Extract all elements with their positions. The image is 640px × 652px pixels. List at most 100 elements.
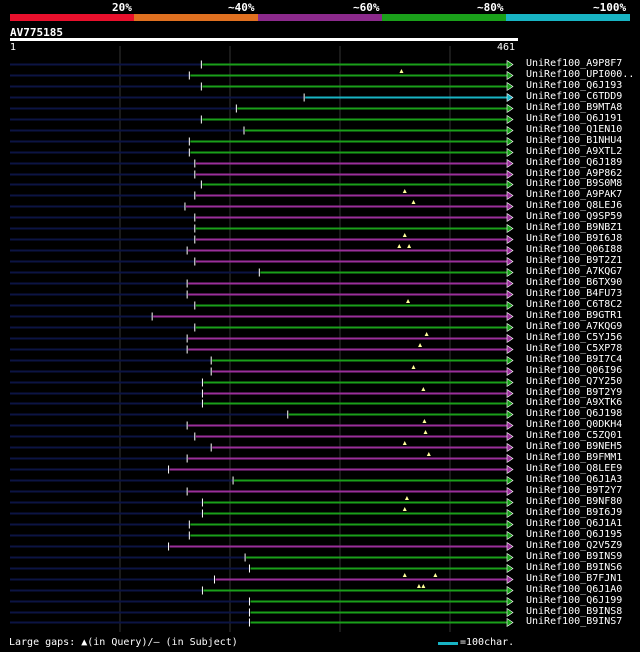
hit-end-arrow-icon (506, 70, 514, 81)
hit-label-link[interactable]: UniRef100_A9XTL2 (526, 146, 623, 157)
hit-label-link[interactable]: UniRef100_C5ZQ01 (526, 430, 623, 441)
hit-label-link[interactable]: UniRef100_Q8LEJ6 (526, 200, 623, 211)
hit-end-arrow-icon (506, 475, 514, 486)
query-gap-marker-icon (426, 452, 431, 456)
hit-label-link[interactable]: UniRef100_C6TDD9 (526, 91, 623, 102)
query-gap-marker-icon (406, 299, 411, 303)
hit-label-link[interactable]: UniRef100_A9PAK7 (526, 189, 623, 200)
hit-label-link[interactable]: UniRef100_B1NHU4 (526, 135, 623, 146)
hit-label-link[interactable]: UniRef100_Q6J198 (526, 408, 623, 419)
hit-end-arrow-icon (506, 267, 514, 278)
hit-end-arrow-icon (506, 596, 514, 607)
hit-end-arrow-icon (506, 344, 514, 355)
query-gap-marker-icon (397, 244, 402, 248)
query-gap-marker-icon (421, 387, 426, 391)
hit-end-arrow-icon (506, 617, 514, 628)
legend-percent-label: ~40% (228, 1, 255, 14)
hit-end-arrow-icon (506, 190, 514, 201)
hit-end-arrow-icon (506, 420, 514, 431)
hit-end-arrow-icon (506, 607, 514, 618)
hit-label-link[interactable]: UniRef100_B9T2Z1 (526, 255, 623, 266)
hit-label-link[interactable]: UniRef100_Q2V5Z9 (526, 540, 623, 551)
hit-label-link[interactable]: UniRef100_C5YJ56 (526, 332, 623, 343)
hit-end-arrow-icon (506, 81, 514, 92)
hit-label-link[interactable]: UniRef100_Q1EN10 (526, 124, 623, 135)
hit-label-link[interactable]: UniRef100_B9INS8 (526, 606, 623, 617)
query-gap-marker-icon (421, 584, 426, 588)
query-ruler (10, 38, 518, 41)
hit-label-link[interactable]: UniRef100_B7FJN1 (526, 573, 623, 584)
query-accession: AV775185 (10, 26, 63, 39)
hit-label-link[interactable]: UniRef100_Q8LEE9 (526, 463, 623, 474)
hit-end-arrow-icon (506, 552, 514, 563)
hit-end-arrow-icon (506, 355, 514, 366)
hit-label-link[interactable]: UniRef100_B9INS9 (526, 551, 623, 562)
hit-end-arrow-icon (506, 497, 514, 508)
hit-end-arrow-icon (506, 453, 514, 464)
hit-label-link[interactable]: UniRef100_Q6J189 (526, 157, 623, 168)
hit-label-link[interactable]: UniRef100_A9XTK6 (526, 397, 623, 408)
hit-end-arrow-icon (506, 59, 514, 70)
hit-label-link[interactable]: UniRef100_Q7Y250 (526, 376, 623, 387)
hit-label-link[interactable]: UniRef100_Q06I88 (526, 244, 623, 255)
legend-percent-label: 20% (112, 1, 132, 14)
hit-end-arrow-icon (506, 398, 514, 409)
query-gap-marker-icon (402, 233, 407, 237)
query-gap-marker-icon (424, 332, 429, 336)
hit-label-link[interactable]: UniRef100_B9S0M8 (526, 178, 623, 189)
hit-label-link[interactable]: UniRef100_B9FMM1 (526, 452, 623, 463)
hit-label-link[interactable]: UniRef100_Q6J193 (526, 80, 623, 91)
query-gap-marker-icon (407, 244, 412, 248)
hit-label-link[interactable]: UniRef100_B9T2Y7 (526, 485, 623, 496)
hit-label-link[interactable]: UniRef100_B9I7C4 (526, 354, 623, 365)
hit-end-arrow-icon (506, 201, 514, 212)
hit-label-link[interactable]: UniRef100_B9INS7 (526, 616, 623, 627)
query-gap-marker-icon (399, 69, 404, 73)
hit-end-arrow-icon (506, 333, 514, 344)
hit-label-link[interactable]: UniRef100_B9NBZ1 (526, 222, 623, 233)
hit-end-arrow-icon (506, 519, 514, 530)
hit-label-link[interactable]: UniRef100_Q0DKH4 (526, 419, 623, 430)
hit-label-link[interactable]: UniRef100_B9GTR1 (526, 310, 623, 321)
query-gap-marker-icon (422, 419, 427, 423)
hit-label-link[interactable]: UniRef100_UPI000.. (526, 69, 635, 80)
hit-end-arrow-icon (506, 147, 514, 158)
hit-label-link[interactable]: UniRef100_A7KQG9 (526, 321, 623, 332)
hit-label-link[interactable]: UniRef100_B4FU73 (526, 288, 623, 299)
hit-label-link[interactable]: UniRef100_B9I6J9 (526, 507, 623, 518)
hit-label-link[interactable]: UniRef100_Q6J1A1 (526, 518, 623, 529)
legend-segment (10, 14, 134, 21)
hit-label-link[interactable]: UniRef100_Q6J1A0 (526, 584, 623, 595)
hit-label-link[interactable]: UniRef100_Q6J195 (526, 529, 623, 540)
hit-label-link[interactable]: UniRef100_B9MTA8 (526, 102, 623, 113)
hit-end-arrow-icon (506, 388, 514, 399)
hit-end-arrow-icon (506, 508, 514, 519)
hit-end-arrow-icon (506, 409, 514, 420)
hit-label-link[interactable]: UniRef100_C6T8C2 (526, 299, 623, 310)
hit-end-arrow-icon (506, 234, 514, 245)
hit-end-arrow-icon (506, 92, 514, 103)
hit-label-link[interactable]: UniRef100_A7KQG7 (526, 266, 623, 277)
hit-label-link[interactable]: UniRef100_B9NEH5 (526, 441, 623, 452)
hit-label-link[interactable]: UniRef100_B9INS6 (526, 562, 623, 573)
hit-label-link[interactable]: UniRef100_Q06I96 (526, 365, 623, 376)
hit-label-link[interactable]: UniRef100_C5XP78 (526, 343, 623, 354)
hit-label-link[interactable]: UniRef100_A9P8F7 (526, 58, 623, 69)
legend-segment (506, 14, 630, 21)
hit-label-link[interactable]: UniRef100_B9I6J8 (526, 233, 623, 244)
hit-end-arrow-icon (506, 530, 514, 541)
ruler-start-label: 1 (10, 42, 17, 53)
hit-label-link[interactable]: UniRef100_B9NF80 (526, 496, 623, 507)
hit-label-link[interactable]: UniRef100_Q6J191 (526, 113, 623, 124)
hit-label-link[interactable]: UniRef100_Q6J199 (526, 595, 623, 606)
hit-end-arrow-icon (506, 212, 514, 223)
query-gap-marker-icon (423, 430, 428, 434)
hit-label-link[interactable]: UniRef100_A9P862 (526, 168, 623, 179)
hit-label-link[interactable]: UniRef100_Q9SP59 (526, 211, 623, 222)
hit-label-link[interactable]: UniRef100_Q6J1A3 (526, 474, 623, 485)
hit-end-arrow-icon (506, 541, 514, 552)
hit-label-link[interactable]: UniRef100_B9T2Y9 (526, 387, 623, 398)
hit-end-arrow-icon (506, 585, 514, 596)
hit-end-arrow-icon (506, 442, 514, 453)
hit-label-link[interactable]: UniRef100_B6TX90 (526, 277, 623, 288)
